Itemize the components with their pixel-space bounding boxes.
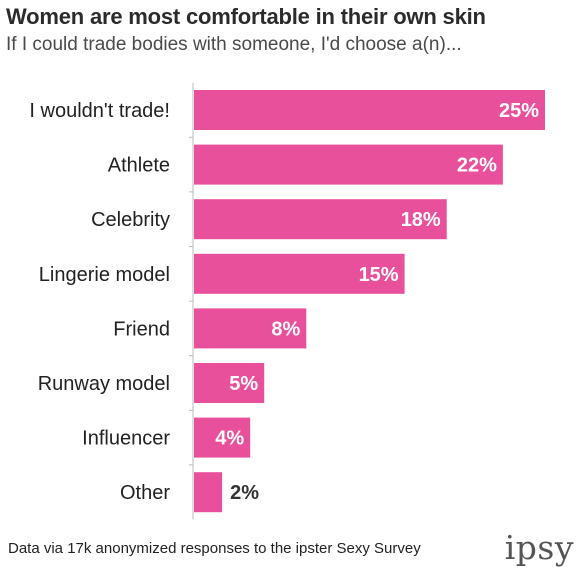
value-label: 15% [359,264,399,286]
bar [194,472,223,513]
value-label: 4% [215,428,244,450]
category-label: Friend [113,318,170,340]
category-label: Athlete [108,155,170,177]
category-label: Celebrity [91,209,170,231]
category-label: Runway model [38,373,170,395]
value-label: 5% [229,373,258,395]
bar [194,253,405,294]
value-label: 18% [401,209,441,231]
chart-subtitle: If I could trade bodies with someone, I'… [6,34,462,55]
value-label: 8% [271,318,300,340]
category-label: Lingerie model [39,264,170,286]
bar [194,90,545,130]
bar [194,308,307,349]
brand-logo: ipsy [504,528,574,567]
bar [194,417,251,458]
value-label: 2% [230,482,259,504]
chart-title: Women are most comfortable in their own … [6,4,486,29]
data-source-note: Data via 17k anonymized responses to the… [8,540,421,557]
value-label: 25% [499,100,539,122]
value-label: 22% [457,155,497,177]
category-label: I wouldn't trade! [29,100,170,122]
category-label: Influencer [82,428,170,450]
bar [194,144,503,185]
bar [194,363,265,403]
bar [194,199,447,240]
category-label: Other [120,482,170,504]
